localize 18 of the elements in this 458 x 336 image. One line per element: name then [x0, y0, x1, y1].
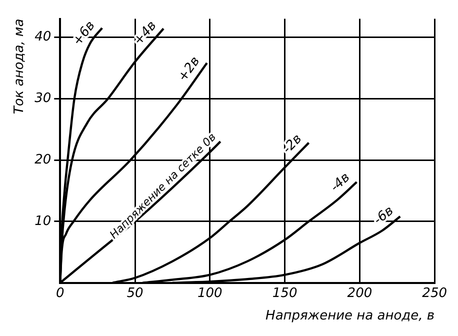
x-tick-label: 100 — [198, 286, 222, 301]
y-axis-title: Ток анода, ма — [12, 18, 28, 114]
text: +2в — [175, 54, 204, 85]
text: +6в — [70, 18, 98, 49]
text: -6в — [371, 203, 397, 228]
x-tick-label: 150 — [272, 286, 298, 301]
x-tick-label: 200 — [347, 286, 372, 301]
y-tick-label: 20 — [34, 152, 52, 168]
y-tick-label: 30 — [34, 90, 52, 106]
x-tick-label: 250 — [422, 286, 448, 301]
text: -2в — [280, 132, 306, 157]
y-tick-label: 40 — [34, 30, 52, 45]
y-tick-label: 10 — [34, 214, 52, 229]
x-tick-label: 50 — [126, 286, 144, 301]
text: -4в — [328, 170, 354, 196]
x-tick-label: 0 — [56, 286, 64, 301]
text: +4в — [130, 18, 160, 48]
x-axis-title: Напряжение на аноде, в — [266, 308, 435, 324]
